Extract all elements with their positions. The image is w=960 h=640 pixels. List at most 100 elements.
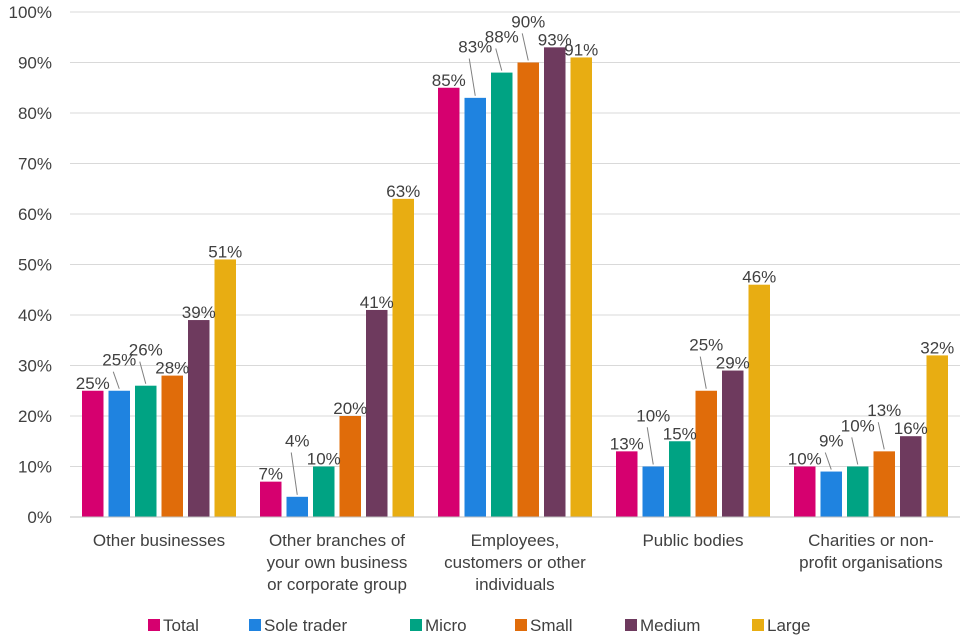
data-label: 88%	[485, 28, 519, 47]
bar-total	[82, 390, 104, 517]
bar-large	[214, 259, 236, 517]
leader-line	[290, 452, 298, 495]
data-label: 51%	[208, 242, 242, 261]
legend-swatch	[148, 619, 160, 631]
bar-medium	[366, 309, 388, 517]
legend: Total Sole trader Micro Small Medium Large	[148, 616, 810, 635]
y-tick-label: 20%	[18, 407, 52, 426]
leader-line	[468, 58, 476, 96]
bar-large	[926, 355, 948, 517]
bar-large	[748, 284, 770, 517]
data-label: 25%	[102, 351, 136, 370]
bar-sole-trader	[108, 390, 130, 517]
leader-line	[646, 427, 654, 465]
leader-line	[112, 371, 120, 389]
data-label: 90%	[511, 12, 545, 31]
bar-small	[161, 375, 183, 517]
data-label: 7%	[258, 465, 283, 484]
bar-small	[695, 390, 717, 517]
bar-medium	[900, 436, 922, 517]
category-label: Other businesses	[93, 531, 225, 550]
legend-swatch	[249, 619, 261, 631]
legend-label: Total	[163, 616, 199, 635]
category-label: Other branches of your own business or cor…	[267, 531, 408, 594]
y-tick-label: 90%	[18, 54, 52, 73]
data-label: 13%	[610, 434, 644, 453]
data-label: 26%	[129, 341, 163, 360]
category-label-line: customers or other	[444, 553, 586, 572]
legend-label: Micro	[425, 616, 467, 635]
data-labels: 25%7%85%13%10%25%4%83%10%9%26%10%88%15% 1…	[76, 12, 954, 495]
data-label: 16%	[894, 419, 928, 438]
category-label-line: or corporate group	[267, 575, 407, 594]
category-label-line: Other businesses	[93, 531, 225, 550]
y-tick-label: 0%	[27, 508, 52, 527]
category-label-line: your own business	[267, 553, 408, 572]
bar-sole-trader	[820, 471, 842, 517]
y-tick-label: 40%	[18, 306, 52, 325]
data-label: 25%	[689, 336, 723, 355]
bar-medium	[188, 320, 210, 517]
data-label: 9%	[819, 432, 844, 451]
leader-line	[851, 437, 859, 465]
y-axis: 0% 10% 20% 30% 40% 50% 60% 70% 80% 90% 100%	[9, 3, 52, 527]
bar-small	[517, 62, 539, 517]
bar-small	[339, 416, 361, 517]
legend-swatch	[752, 619, 764, 631]
data-label: 39%	[182, 303, 216, 322]
category-label-line: Other branches of	[269, 531, 405, 550]
legend-swatch	[410, 619, 422, 631]
category-label-line: Public bodies	[642, 531, 743, 550]
y-tick-label: 60%	[18, 205, 52, 224]
category-label-line: Employees,	[471, 531, 560, 550]
bar-large	[392, 198, 414, 517]
x-axis: Other businesses Other branches of your ow…	[70, 516, 960, 594]
leader-line	[495, 48, 503, 71]
data-label: 93%	[538, 30, 572, 49]
data-label: 10%	[636, 406, 670, 425]
bar-total	[794, 466, 816, 517]
legend-swatch	[625, 619, 637, 631]
data-label: 85%	[432, 71, 466, 90]
bars	[82, 47, 948, 517]
data-label: 13%	[867, 401, 901, 420]
data-label: 41%	[360, 293, 394, 312]
data-label: 63%	[386, 182, 420, 201]
category-label-line: profit organisations	[799, 553, 943, 572]
y-tick-label: 100%	[9, 3, 52, 22]
category-label-line: Charities or non-	[808, 531, 934, 550]
leader-line	[824, 452, 832, 470]
bar-large	[570, 57, 592, 517]
bar-micro	[491, 72, 513, 517]
leader-line	[139, 361, 147, 384]
category-label: Charities or non-profit organisations	[799, 531, 943, 572]
bar-micro	[313, 466, 335, 517]
data-label: 15%	[663, 424, 697, 443]
bar-sole-trader	[642, 466, 664, 517]
leader-line	[877, 422, 885, 450]
data-label: 91%	[564, 40, 598, 59]
leader-line	[521, 33, 529, 61]
y-tick-label: 70%	[18, 155, 52, 174]
category-label-line: individuals	[475, 575, 554, 594]
data-label: 4%	[285, 432, 310, 451]
legend-label: Large	[767, 616, 810, 635]
y-tick-label: 10%	[18, 458, 52, 477]
legend-label: Medium	[640, 616, 700, 635]
data-label: 10%	[307, 450, 341, 469]
category-label: Public bodies	[642, 531, 743, 550]
bar-total	[438, 87, 460, 517]
bar-total	[260, 481, 282, 517]
y-tick-label: 80%	[18, 104, 52, 123]
data-label: 10%	[841, 416, 875, 435]
category-label: Employees, customers or other individuals	[444, 531, 586, 594]
data-label: 83%	[458, 38, 492, 57]
data-label: 32%	[920, 338, 954, 357]
y-tick-label: 30%	[18, 357, 52, 376]
bar-micro	[847, 466, 869, 517]
bar-medium	[722, 370, 744, 517]
data-label: 20%	[333, 399, 367, 418]
data-label: 29%	[716, 354, 750, 373]
leader-line	[699, 356, 707, 389]
